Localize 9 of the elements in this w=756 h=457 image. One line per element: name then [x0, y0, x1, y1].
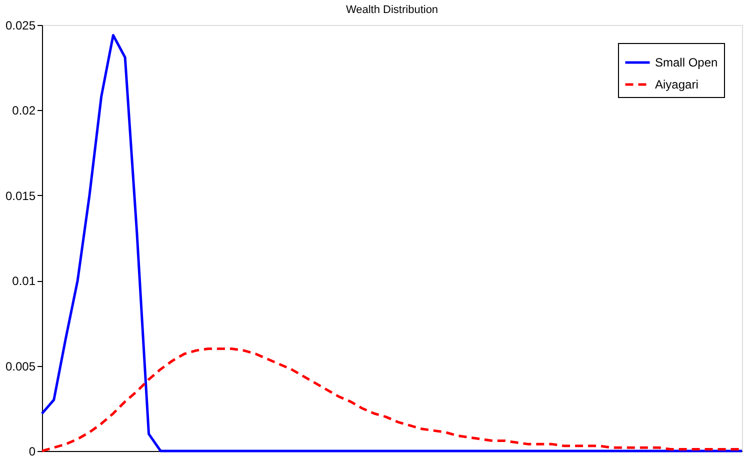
y-tick-label: 0.025	[5, 18, 36, 32]
y-tick-label: 0	[28, 444, 36, 457]
y-tick-label: 0.015	[5, 188, 36, 203]
y-tick-label: 0.005	[5, 359, 36, 374]
legend-label: Aiyagari	[655, 78, 698, 92]
legend-label: Small Open	[655, 56, 718, 70]
y-tick-label: 0.01	[12, 274, 36, 288]
y-tick-label: 0.02	[12, 104, 36, 118]
chart-title: Wealth Distribution	[346, 4, 438, 16]
